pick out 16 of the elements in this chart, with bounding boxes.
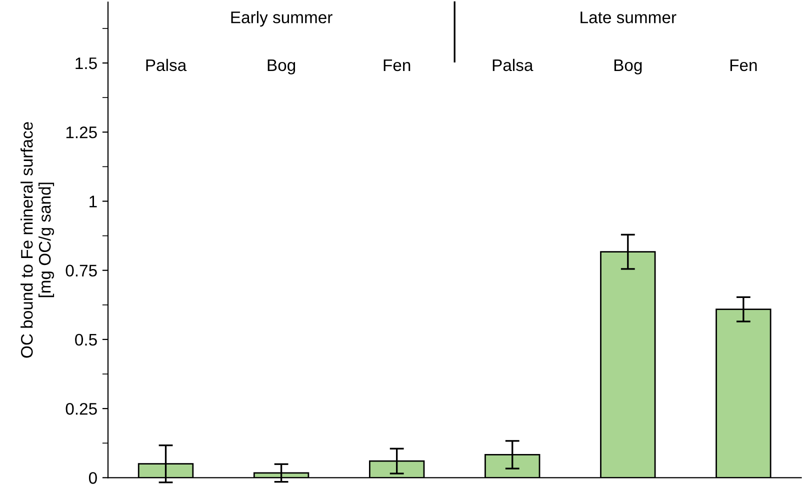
y-tick-label: 0.25 xyxy=(66,402,97,415)
y-tick-label: 0.5 xyxy=(75,334,97,346)
x-tick-label: Bog xyxy=(614,59,642,74)
y-tick-label: 1.5 xyxy=(76,58,97,70)
y-tick-label: 1 xyxy=(90,196,97,208)
y-tick-label: 0.75 xyxy=(66,264,97,277)
x-tick-label: Fen xyxy=(730,59,757,72)
annotation: Late summer xyxy=(580,12,676,24)
x-tick-label: Fen xyxy=(384,59,410,72)
y-tick-label: 0 xyxy=(88,472,97,484)
y-tick-label: 1.25 xyxy=(66,126,97,138)
x-tick-label: Palsa xyxy=(146,58,187,72)
annotation: Early summer xyxy=(231,11,332,27)
x-tick-label: Bog xyxy=(268,59,296,74)
x-tick-label: Palsa xyxy=(492,58,534,72)
y-axis-title: OC bound to Fe mineral surface [mg OC/g sand] xyxy=(20,122,54,358)
